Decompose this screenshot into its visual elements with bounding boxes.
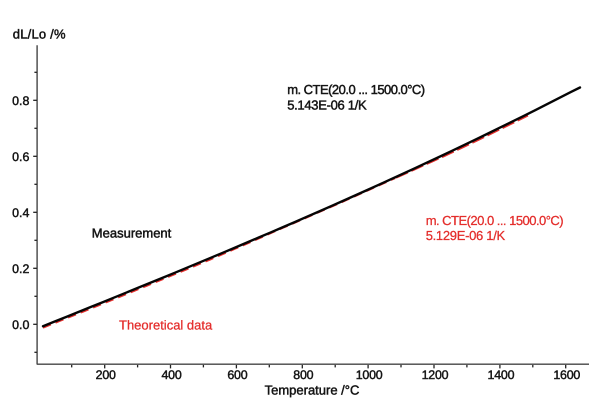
svg-text:Theoretical data: Theoretical data — [119, 317, 213, 332]
svg-text:1400: 1400 — [488, 368, 515, 382]
svg-text:0.2: 0.2 — [12, 262, 29, 276]
svg-text:800: 800 — [293, 368, 313, 382]
svg-text:0.6: 0.6 — [12, 150, 29, 164]
svg-text:0.4: 0.4 — [12, 206, 29, 220]
svg-text:Measurement: Measurement — [92, 226, 172, 241]
svg-text:0.8: 0.8 — [12, 94, 29, 108]
svg-text:5.129E-06 1/K: 5.129E-06 1/K — [426, 228, 506, 243]
svg-text:600: 600 — [227, 368, 247, 382]
svg-text:1200: 1200 — [422, 368, 449, 382]
svg-text:m. CTE(20.0 ... 1500.0°C): m. CTE(20.0 ... 1500.0°C) — [287, 82, 425, 97]
svg-text:m. CTE(20.0 ... 1500.0°C): m. CTE(20.0 ... 1500.0°C) — [426, 213, 564, 228]
svg-text:1000: 1000 — [356, 368, 383, 382]
svg-text:0.0: 0.0 — [12, 318, 29, 332]
svg-text:5.143E-06 1/K: 5.143E-06 1/K — [287, 98, 367, 113]
svg-text:Temperature /°C: Temperature /°C — [265, 383, 360, 398]
svg-text:400: 400 — [161, 368, 181, 382]
svg-text:200: 200 — [96, 368, 116, 382]
svg-text:1600: 1600 — [553, 368, 580, 382]
svg-text:dL/Lo /%: dL/Lo /% — [13, 27, 66, 42]
